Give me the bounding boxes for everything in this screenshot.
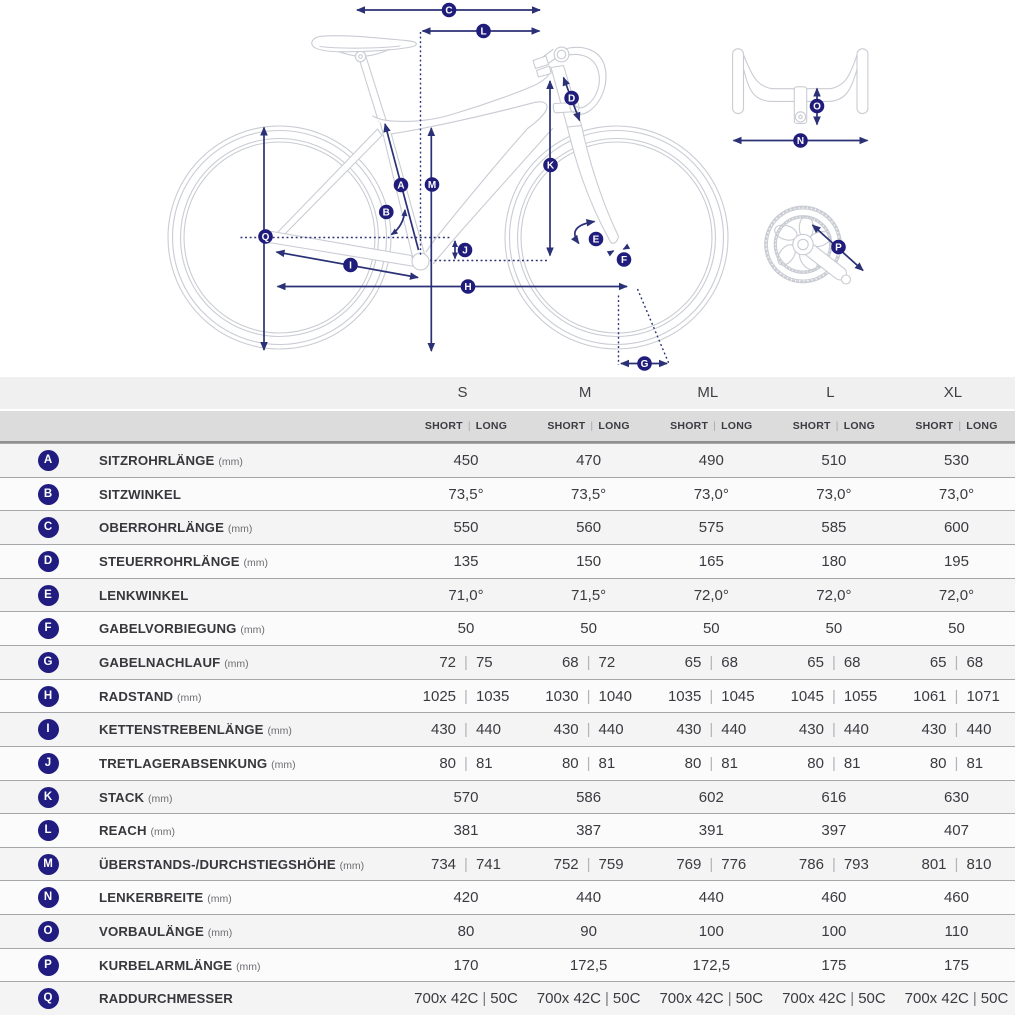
svg-text:L: L bbox=[480, 27, 486, 38]
svg-text:P: P bbox=[835, 243, 842, 254]
svg-text:M: M bbox=[428, 180, 436, 191]
svg-text:F: F bbox=[621, 255, 627, 266]
svg-text:E: E bbox=[593, 235, 600, 246]
svg-text:K: K bbox=[547, 161, 555, 172]
svg-text:C: C bbox=[445, 6, 452, 17]
svg-text:A: A bbox=[397, 181, 404, 192]
svg-text:Q: Q bbox=[262, 232, 270, 243]
svg-text:I: I bbox=[349, 261, 352, 272]
svg-text:B: B bbox=[383, 208, 390, 219]
svg-text:H: H bbox=[464, 282, 471, 293]
svg-text:N: N bbox=[797, 136, 804, 147]
svg-text:J: J bbox=[462, 246, 468, 257]
svg-text:O: O bbox=[813, 102, 821, 113]
svg-text:G: G bbox=[641, 359, 649, 370]
svg-text:D: D bbox=[568, 94, 575, 105]
